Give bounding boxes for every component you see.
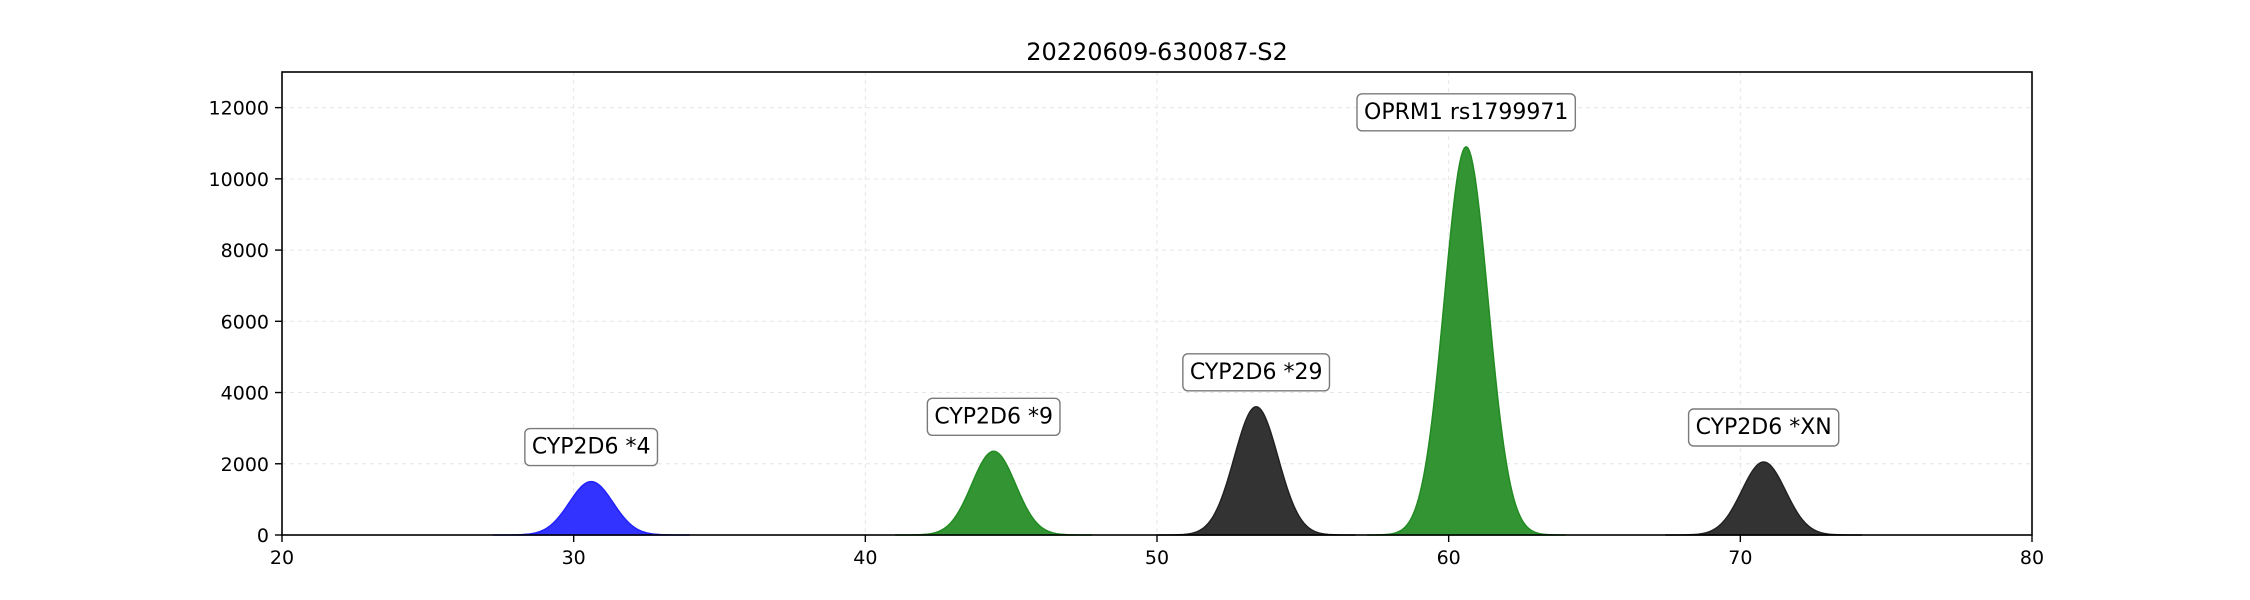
x-tick-label-3: 50 [1145, 547, 1169, 569]
peak-label-box-2 [1182, 353, 1331, 392]
peak-annotations: CYP2D6 *4 CYP2D6 *9 CYP2D6 *29 OPRM1 rs1799… [524, 93, 1840, 467]
y-tick-label-4: 8000 [221, 240, 269, 262]
peak-label-box-3 [1356, 93, 1577, 132]
y-tick-label-5: 10000 [209, 169, 269, 191]
peak-label-box-1 [926, 397, 1061, 437]
x-tick-label-0: 20 [270, 547, 294, 569]
peak-label-box-4 [1687, 408, 1840, 447]
y-tick-label-3: 6000 [221, 311, 269, 333]
peak-label-3: OPRM1 rs1799971 [1356, 93, 1577, 132]
y-tick-label-6: 12000 [209, 98, 269, 120]
x-tick-label-1: 30 [562, 547, 586, 569]
x-tick-label-4: 60 [1437, 547, 1461, 569]
y-tick-label-1: 2000 [221, 454, 269, 476]
peak-label-box-0 [524, 427, 659, 467]
peak-2 [1156, 406, 1356, 536]
axes: 20 30 40 50 60 70 80 0 2000 4000 6000 8000 10000 1200… [209, 71, 2044, 569]
y-tick-label-2: 4000 [221, 383, 269, 405]
peak-label-text-2: CYP2D6 *29 [1190, 360, 1323, 385]
peak-label-4: CYP2D6 *XN [1687, 408, 1840, 447]
peak-label-text-0: CYP2D6 *4 [532, 435, 651, 460]
peak-4 [1665, 461, 1863, 536]
plot-area [492, 145, 1863, 536]
x-tick-label-5: 70 [1728, 547, 1752, 569]
peak-1 [895, 450, 1093, 536]
peak-label-text-1: CYP2D6 *9 [934, 404, 1053, 429]
y-tick-label-0: 0 [257, 525, 269, 547]
peak-label-2: CYP2D6 *29 [1182, 353, 1331, 392]
peak-label-1: CYP2D6 *9 [926, 397, 1061, 437]
peak-label-text-3: OPRM1 rs1799971 [1364, 100, 1568, 125]
chart-title: 20220609-630087-S2 [1026, 38, 1288, 66]
peak-label-0: CYP2D6 *4 [524, 427, 659, 467]
x-tick-label-6: 80 [2020, 547, 2044, 569]
x-tick-label-2: 40 [853, 547, 877, 569]
peak-0 [492, 480, 690, 536]
peak-3 [1366, 145, 1566, 536]
peak-label-text-4: CYP2D6 *XN [1696, 415, 1832, 440]
